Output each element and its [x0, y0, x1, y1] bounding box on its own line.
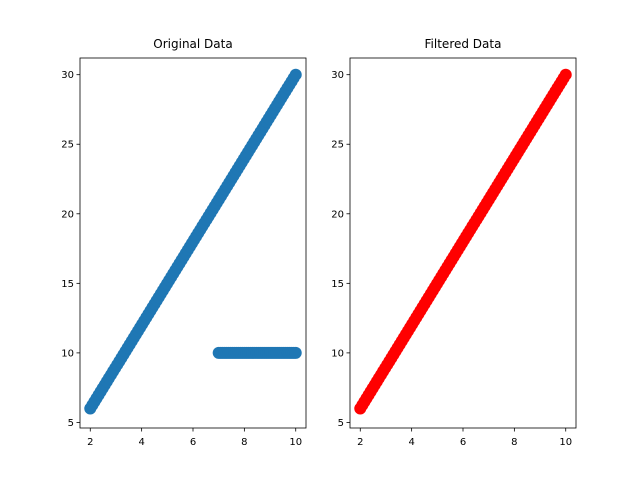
y-tick-label: 15 [331, 279, 344, 290]
x-tick-label: 8 [241, 437, 247, 448]
y-tick-label: 20 [61, 209, 74, 220]
x-tick-label: 4 [408, 437, 414, 448]
y-tick-label: 15 [61, 279, 74, 290]
y-tick-label: 30 [61, 70, 74, 81]
axes-frame [349, 57, 577, 429]
axis-ticks: 2 4 6 8 10 5 10 15 20 25 30 [61, 70, 302, 448]
x-tick-label: 6 [460, 437, 466, 448]
y-tick-label: 10 [331, 348, 344, 359]
axis-ticks: 2 4 6 8 10 5 10 15 20 25 30 [331, 70, 572, 448]
y-tick-label: 10 [61, 348, 74, 359]
y-tick-label: 5 [68, 418, 74, 429]
scatter-points [354, 68, 572, 415]
y-tick-label: 20 [331, 209, 344, 220]
panel-title: Original Data [153, 37, 232, 51]
x-tick-label: 10 [559, 437, 572, 448]
x-tick-label: 8 [511, 437, 517, 448]
panel-title: Filtered Data [425, 37, 502, 51]
x-tick-label: 2 [357, 437, 363, 448]
y-tick-label: 5 [338, 418, 344, 429]
x-tick-label: 10 [289, 437, 302, 448]
axes-frame [79, 57, 307, 429]
data-point [289, 68, 302, 81]
x-tick-label: 2 [87, 437, 93, 448]
x-tick-label: 4 [138, 437, 144, 448]
scatter-points [84, 68, 302, 415]
data-point [559, 68, 572, 81]
original-data-panel: Original Data 2 4 6 8 10 5 10 15 20 25 30 [61, 37, 307, 448]
y-tick-label: 30 [331, 70, 344, 81]
x-tick-label: 6 [190, 437, 196, 448]
data-point [289, 346, 302, 359]
filtered-data-panel: Filtered Data 2 4 6 8 10 5 10 15 20 25 30 [331, 37, 577, 448]
y-tick-label: 25 [61, 140, 74, 151]
y-tick-label: 25 [331, 140, 344, 151]
